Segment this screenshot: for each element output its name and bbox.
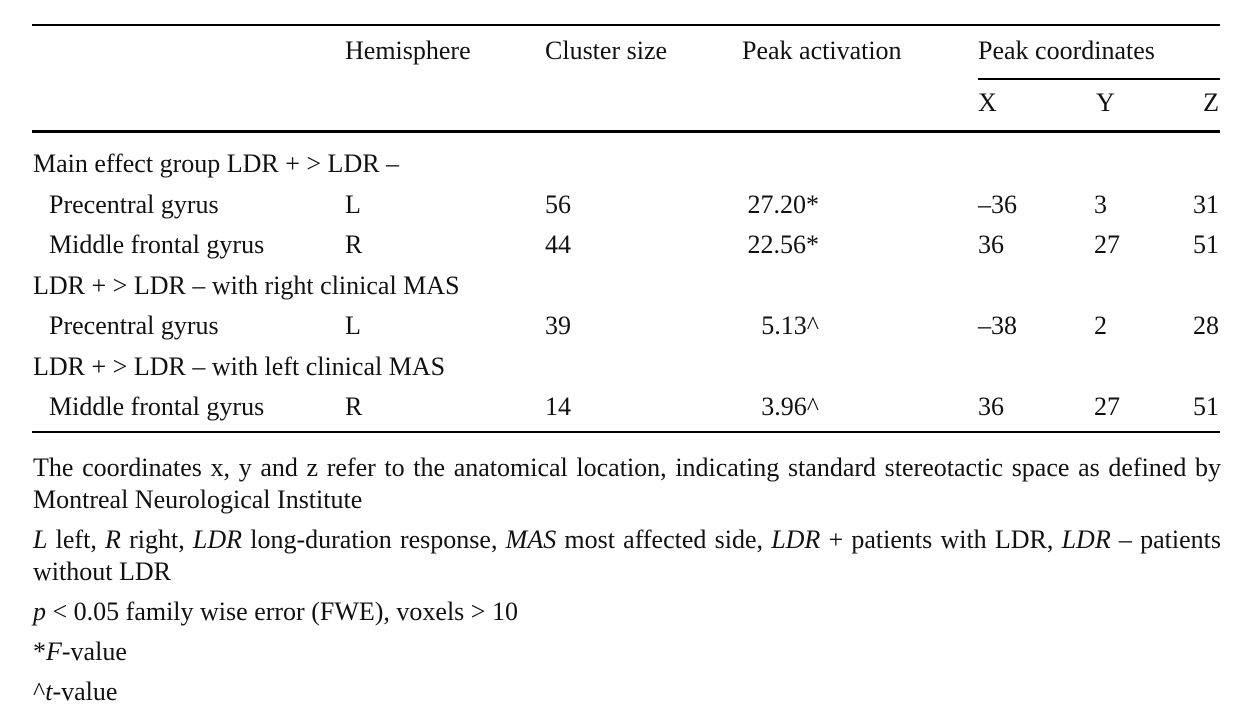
table-top-rule [32,24,1220,26]
region-cell: Middle frontal gyrus [49,392,265,421]
footnote-pvalue-text: < 0.05 family wise error (FWE), voxels >… [46,597,518,626]
table-row: Precentral gyrus L 56 27.20* –36 3 31 [0,184,1258,224]
z-cell: 51 [1193,392,1219,421]
header-z: Z [1203,88,1219,117]
section-row: LDR + > LDR – with right clinical MAS [0,265,1258,305]
footnote-f-prefix: * [33,637,46,666]
footnote-t-term: t [45,677,53,706]
footnote-f-term: F [46,637,62,666]
abbrev-text: most affected side, [556,525,772,554]
x-cell: –36 [978,189,1017,219]
y-cell: 27 [1094,392,1120,421]
y-cell: 2 [1094,311,1107,340]
section-label: LDR + > LDR – with right clinical MAS [33,270,460,300]
footnote-t-prefix: ^ [33,677,46,706]
header-hemisphere: Hemisphere [345,36,471,65]
cluster-size-cell: 56 [545,189,571,219]
region-cell: Middle frontal gyrus [49,230,265,259]
abbrev-term: LDR [1061,525,1111,554]
section-row: Main effect group LDR + > LDR – [0,143,1258,183]
region-cell: Precentral gyrus [49,311,219,340]
z-cell: 28 [1193,311,1219,340]
footnote-abbreviations: L left, R right, LDR long-duration respo… [33,524,1221,588]
peak-activation-cell: 27.20* [747,189,820,219]
y-cell: 27 [1094,230,1120,259]
region-cell: Precentral gyrus [49,189,219,219]
table-row: Middle frontal gyrus R 44 22.56* 36 27 51 [0,224,1258,264]
footnote-f-text: -value [61,637,127,666]
x-cell: 36 [978,230,1004,259]
cluster-size-cell: 44 [545,230,571,259]
abbrev-text: long-duration response, [242,525,506,554]
coordinates-span-rule [978,78,1220,80]
table-row: Precentral gyrus L 39 5.13^ –38 2 28 [0,305,1258,345]
z-cell: 51 [1193,230,1219,259]
header-x: X [978,88,997,117]
footnote-coordinates: The coordinates x, y and z refer to the … [33,453,1221,514]
y-cell: 3 [1094,189,1107,219]
abbrev-term: LDR [192,525,243,554]
hemisphere-cell: R [345,392,363,421]
table-bottom-rule [32,431,1220,433]
peak-activation-cell: 3.96^ [761,392,819,421]
peak-activation-cell: 22.56* [747,230,820,259]
footnote-t-text: -value [52,677,118,706]
cluster-size-cell: 39 [545,311,571,340]
section-label: Main effect group LDR + > LDR – [33,149,400,178]
hemisphere-cell: L [345,189,361,219]
header-bottom-rule [32,130,1220,133]
table-footnotes: The coordinates x, y and z refer to the … [33,452,1221,716]
x-cell: 36 [978,392,1004,421]
section-row: LDR + > LDR – with left clinical MAS [0,346,1258,386]
cluster-size-cell: 14 [545,392,571,421]
header-cluster-size: Cluster size [545,36,668,65]
abbrev-text: left, [47,525,106,554]
footnote-pvalue: p < 0.05 family wise error (FWE), voxels… [33,596,1221,628]
peak-activation-cell: 5.13^ [761,311,819,340]
section-label: LDR + > LDR – with left clinical MAS [33,351,446,381]
abbrev-term: LDR [771,525,821,554]
abbrev-text: right, [120,525,193,554]
abbrev-text: + patients with LDR, [820,525,1062,554]
abbrev-term: MAS [505,525,557,554]
table-row: Middle frontal gyrus R 14 3.96^ 36 27 51 [0,386,1258,426]
abbrev-term: R [105,525,121,554]
footnote-t-value: ^t-value [33,676,1221,708]
x-cell: –38 [978,311,1017,340]
abbrev-text: – patients without LDR [33,525,1221,586]
z-cell: 31 [1193,189,1219,219]
header-peak-coordinates: Peak coordinates [978,36,1155,65]
footnote-pvalue-term: p [33,597,46,626]
hemisphere-cell: L [345,311,361,340]
footnote-f-value: *F-value [33,636,1221,668]
header-y: Y [1096,88,1115,117]
abbrev-term: L [33,525,48,554]
header-peak-activation: Peak activation [742,36,902,65]
hemisphere-cell: R [345,230,363,259]
